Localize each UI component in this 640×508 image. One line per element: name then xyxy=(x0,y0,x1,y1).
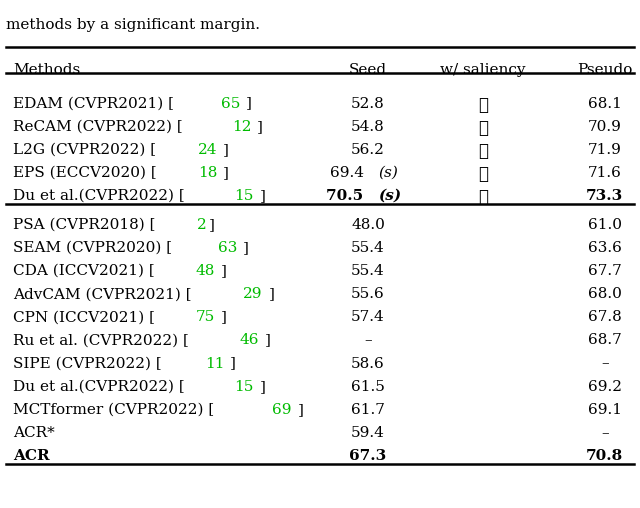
Text: EPS (ECCV2020) [: EPS (ECCV2020) [ xyxy=(13,166,157,180)
Text: 69: 69 xyxy=(273,403,292,417)
Text: 2: 2 xyxy=(196,218,207,232)
Text: 68.0: 68.0 xyxy=(588,287,621,301)
Text: 61.5: 61.5 xyxy=(351,379,385,394)
Text: 69.4: 69.4 xyxy=(330,166,367,180)
Text: 67.3: 67.3 xyxy=(349,449,387,463)
Text: 48: 48 xyxy=(196,264,215,278)
Text: 18: 18 xyxy=(198,166,218,180)
Text: 71.6: 71.6 xyxy=(588,166,621,180)
Text: EDAM (CVPR2021) [: EDAM (CVPR2021) [ xyxy=(13,97,174,111)
Text: Du et al.(CVPR2022) [: Du et al.(CVPR2022) [ xyxy=(13,189,184,203)
Text: 65: 65 xyxy=(221,97,240,111)
Text: 24: 24 xyxy=(198,143,217,157)
Text: 12: 12 xyxy=(232,119,252,134)
Text: –: – xyxy=(601,426,609,440)
Text: 70.9: 70.9 xyxy=(588,119,621,134)
Text: ]: ] xyxy=(223,166,229,180)
Text: ✓: ✓ xyxy=(478,166,488,183)
Text: SEAM (CVPR2020) [: SEAM (CVPR2020) [ xyxy=(13,241,172,255)
Text: 55.6: 55.6 xyxy=(351,287,385,301)
Text: 73.3: 73.3 xyxy=(586,189,623,203)
Text: ✓: ✓ xyxy=(478,119,488,137)
Text: 58.6: 58.6 xyxy=(351,357,385,370)
Text: 46: 46 xyxy=(240,333,259,347)
Text: 61.0: 61.0 xyxy=(588,218,622,232)
Text: ]: ] xyxy=(246,97,252,111)
Text: ]: ] xyxy=(243,241,249,255)
Text: 68.7: 68.7 xyxy=(588,333,621,347)
Text: 71.9: 71.9 xyxy=(588,143,621,157)
Text: 63.6: 63.6 xyxy=(588,241,621,255)
Text: 61.7: 61.7 xyxy=(351,403,385,417)
Text: ACR*: ACR* xyxy=(13,426,54,440)
Text: 69.2: 69.2 xyxy=(588,379,622,394)
Text: CPN (ICCV2021) [: CPN (ICCV2021) [ xyxy=(13,310,155,324)
Text: ]: ] xyxy=(223,143,228,157)
Text: L2G (CVPR2022) [: L2G (CVPR2022) [ xyxy=(13,143,156,157)
Text: 70.5: 70.5 xyxy=(326,189,366,203)
Text: 56.2: 56.2 xyxy=(351,143,385,157)
Text: 29: 29 xyxy=(243,287,263,301)
Text: 48.0: 48.0 xyxy=(351,218,385,232)
Text: ]: ] xyxy=(298,403,303,417)
Text: ACR: ACR xyxy=(13,449,49,463)
Text: ]: ] xyxy=(221,310,227,324)
Text: ]: ] xyxy=(230,357,236,370)
Text: 54.8: 54.8 xyxy=(351,119,385,134)
Text: 59.4: 59.4 xyxy=(351,426,385,440)
Text: SIPE (CVPR2022) [: SIPE (CVPR2022) [ xyxy=(13,357,161,370)
Text: Methods: Methods xyxy=(13,63,80,77)
Text: PSA (CVPR2018) [: PSA (CVPR2018) [ xyxy=(13,218,156,232)
Text: ✓: ✓ xyxy=(478,143,488,160)
Text: ]: ] xyxy=(221,264,227,278)
Text: ✓: ✓ xyxy=(478,97,488,113)
Text: Seed: Seed xyxy=(349,63,387,77)
Text: methods by a significant margin.: methods by a significant margin. xyxy=(6,18,260,32)
Text: 55.4: 55.4 xyxy=(351,264,385,278)
Text: 55.4: 55.4 xyxy=(351,241,385,255)
Text: 52.8: 52.8 xyxy=(351,97,385,111)
Text: 69.1: 69.1 xyxy=(588,403,622,417)
Text: ✓: ✓ xyxy=(478,189,488,206)
Text: CDA (ICCV2021) [: CDA (ICCV2021) [ xyxy=(13,264,154,278)
Text: Pseudo: Pseudo xyxy=(577,63,632,77)
Text: ]: ] xyxy=(209,218,215,232)
Text: ]: ] xyxy=(257,119,263,134)
Text: 15: 15 xyxy=(234,189,254,203)
Text: 57.4: 57.4 xyxy=(351,310,385,324)
Text: 68.1: 68.1 xyxy=(588,97,621,111)
Text: 63: 63 xyxy=(218,241,237,255)
Text: ]: ] xyxy=(265,333,271,347)
Text: –: – xyxy=(364,333,372,347)
Text: 15: 15 xyxy=(234,379,254,394)
Text: AdvCAM (CVPR2021) [: AdvCAM (CVPR2021) [ xyxy=(13,287,191,301)
Text: ]: ] xyxy=(268,287,275,301)
Text: Ru et al. (CVPR2022) [: Ru et al. (CVPR2022) [ xyxy=(13,333,189,347)
Text: 75: 75 xyxy=(196,310,215,324)
Text: ]: ] xyxy=(259,379,266,394)
Text: ]: ] xyxy=(259,189,266,203)
Text: MCTformer (CVPR2022) [: MCTformer (CVPR2022) [ xyxy=(13,403,214,417)
Text: 11: 11 xyxy=(205,357,224,370)
Text: 70.8: 70.8 xyxy=(586,449,623,463)
Text: w/ saliency: w/ saliency xyxy=(440,63,526,77)
Text: 67.7: 67.7 xyxy=(588,264,621,278)
Text: –: – xyxy=(601,357,609,370)
Text: Du et al.(CVPR2022) [: Du et al.(CVPR2022) [ xyxy=(13,379,184,394)
Text: 67.8: 67.8 xyxy=(588,310,621,324)
Text: (s): (s) xyxy=(378,166,398,180)
Text: (s): (s) xyxy=(378,189,401,203)
Text: ReCAM (CVPR2022) [: ReCAM (CVPR2022) [ xyxy=(13,119,182,134)
